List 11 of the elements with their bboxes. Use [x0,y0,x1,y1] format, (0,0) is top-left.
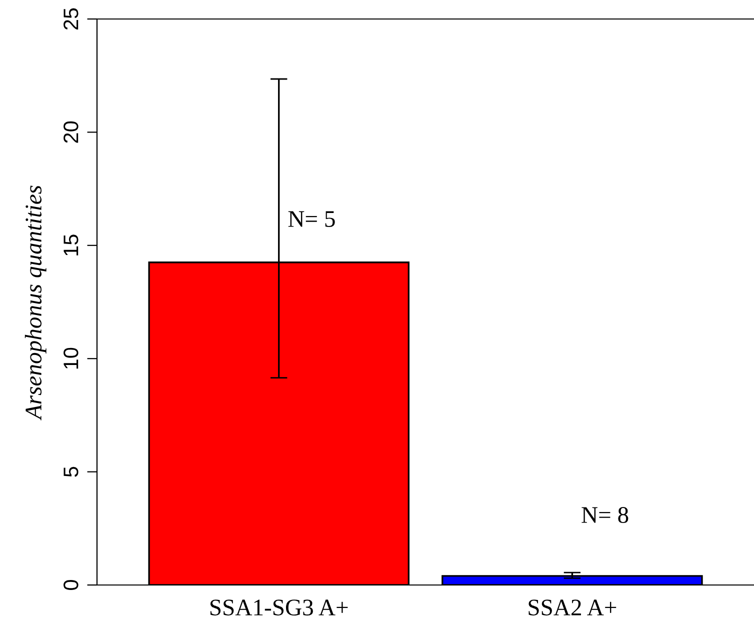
y-tick-label: 25 [64,8,78,30]
y-tick-label: 20 [64,121,78,143]
x-tick-label: SSA1-SG3 A+ [210,600,348,616]
y-tick-label: 10 [64,348,78,369]
y-axis-title: Arsenophonus quantities [24,186,46,420]
y-tick-label: 0 [64,580,78,590]
x-tick-label: SSA2 A+ [528,600,616,616]
y-tick-label: 5 [64,466,78,477]
y-tick-label: 15 [64,234,78,256]
annotation: N= 8 [582,507,628,523]
annotation: N= 5 [288,211,335,227]
